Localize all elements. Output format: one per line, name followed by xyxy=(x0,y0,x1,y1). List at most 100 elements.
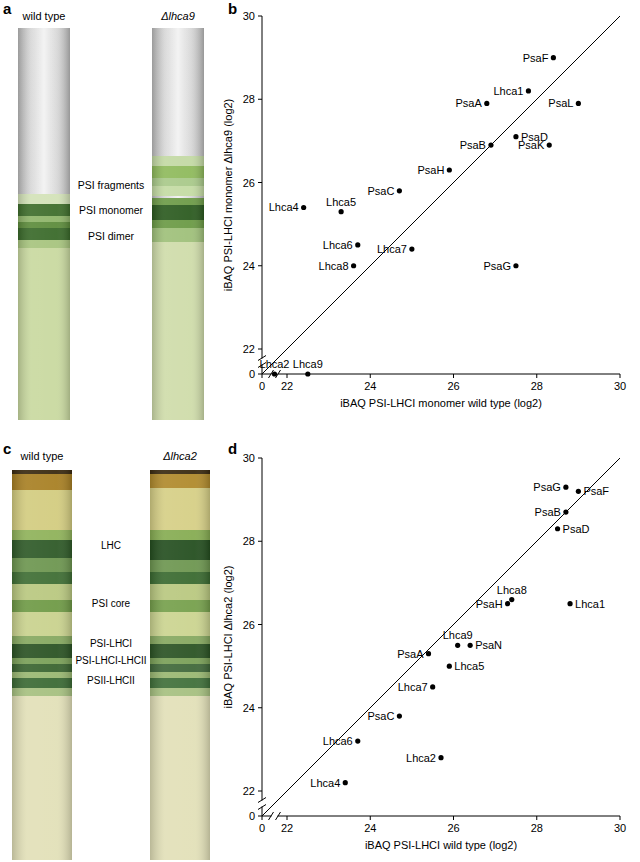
panel-letter: c xyxy=(3,440,11,457)
axis-break xyxy=(269,812,274,820)
data-point xyxy=(551,55,556,60)
data-point xyxy=(555,526,560,531)
y-tick-label: 30 xyxy=(243,10,255,22)
tube xyxy=(12,470,72,860)
y-axis-line xyxy=(262,807,263,817)
point-label: Lhca6 xyxy=(323,735,353,747)
y-axis-line xyxy=(262,16,263,359)
point-label: PsaA xyxy=(397,648,424,660)
y-tick-label: 28 xyxy=(243,535,255,547)
y-tick xyxy=(258,374,262,375)
y-tick xyxy=(258,182,262,183)
data-point xyxy=(301,205,306,210)
gel-lane xyxy=(12,470,72,860)
lane-label: wild type xyxy=(20,450,64,462)
identity-line xyxy=(262,458,620,816)
point-labels: PsaGPsaFPsaBPsaDLhca8PsaHLhca1Lhca9PsaNP… xyxy=(310,481,609,789)
point-label: PsaC xyxy=(367,710,394,722)
gel-lane xyxy=(150,470,210,860)
panel-letter: b xyxy=(228,0,237,17)
x-tick-label: 22 xyxy=(281,822,293,834)
x-tick xyxy=(287,374,288,378)
point-label: Lhca5 xyxy=(326,196,356,208)
point-label: PsaF xyxy=(523,52,549,64)
axes xyxy=(258,16,620,378)
y-tick-label: 26 xyxy=(243,177,255,189)
point-label: Lhca2 xyxy=(406,752,436,764)
band-label: PSII-LHCII xyxy=(87,675,135,686)
x-tick-label: 30 xyxy=(614,380,626,392)
gel-lane xyxy=(152,28,204,420)
point-label: PsaH xyxy=(476,598,503,610)
band-label: LHC xyxy=(101,540,121,551)
y-tick-label: 28 xyxy=(243,93,255,105)
y-tick-label: 0 xyxy=(249,368,255,380)
y-tick xyxy=(258,816,262,817)
data-point xyxy=(272,371,277,376)
data-point xyxy=(409,247,414,252)
point-label: PsaC xyxy=(367,185,394,197)
data-point xyxy=(505,601,510,606)
y-axis-title: iBAQ PSI-LHCI Δlhca2 (log2) xyxy=(222,565,234,708)
y-tick xyxy=(258,707,262,708)
point-label: PsaB xyxy=(460,139,486,151)
y-tick xyxy=(258,624,262,625)
x-tick xyxy=(453,374,454,378)
y-tick-label: 22 xyxy=(243,343,255,355)
point-label: PsaB xyxy=(535,506,561,518)
point-label: Lhca1 xyxy=(575,598,605,610)
point-label: Lhca7 xyxy=(398,681,428,693)
point-label: Lhca2 xyxy=(260,358,290,370)
x-axis-line xyxy=(262,816,272,817)
tube xyxy=(152,28,204,420)
y-tick-label: 26 xyxy=(243,619,255,631)
point-label: Lhca9 xyxy=(443,629,473,641)
band-label: PSI dimer xyxy=(88,230,135,242)
point-label: Lhca4 xyxy=(269,201,299,213)
point-label: PsaD xyxy=(563,523,590,535)
data-point xyxy=(567,601,572,606)
point-label: PsaA xyxy=(456,97,483,109)
axis-break xyxy=(258,805,266,810)
gel-lane xyxy=(18,28,70,420)
data-point xyxy=(351,263,356,268)
axis-break xyxy=(276,812,281,820)
data-point xyxy=(455,643,460,648)
x-axis-title: iBAQ PSI-LHCI monomer wild type (log2) xyxy=(340,397,542,409)
point-label: PsaG xyxy=(483,260,511,272)
data-point xyxy=(468,643,473,648)
data-point xyxy=(438,755,443,760)
tube-shading xyxy=(12,470,72,860)
tube-shading xyxy=(150,470,210,860)
tube-shading xyxy=(18,28,70,420)
lane-label: wild type xyxy=(22,10,66,22)
y-axis-line xyxy=(262,458,263,801)
point-label: Lhca9 xyxy=(293,358,323,370)
point-label: Lhca1 xyxy=(493,85,523,97)
data-point xyxy=(355,242,360,247)
point-label: Lhca5 xyxy=(454,660,484,672)
y-tick xyxy=(258,541,262,542)
lane-label: Δlhca2 xyxy=(162,450,197,462)
data-point xyxy=(513,263,518,268)
point-label: Lhca4 xyxy=(310,777,340,789)
y-tick-label: 30 xyxy=(243,452,255,464)
y-tick xyxy=(258,458,262,459)
plot-area xyxy=(262,458,620,816)
x-tick xyxy=(370,374,371,378)
data-point xyxy=(426,651,431,656)
x-tick-label: 0 xyxy=(259,822,265,834)
tube xyxy=(18,28,70,420)
tube xyxy=(150,470,210,860)
point-label: Lhca7 xyxy=(377,243,407,255)
point-label: Lhca8 xyxy=(497,584,527,596)
point-label: PsaK xyxy=(518,139,545,151)
data-point xyxy=(447,664,452,669)
x-tick-label: 28 xyxy=(531,380,543,392)
point-label: PsaL xyxy=(548,97,573,109)
tube-shading xyxy=(152,28,204,420)
x-tick-label: 24 xyxy=(364,822,376,834)
x-tick xyxy=(620,816,621,820)
x-tick-label: 0 xyxy=(259,380,265,392)
point-labels: PsaFLhca1PsaAPsaLPsaBPsaDPsaKPsaHPsaCLhc… xyxy=(260,52,574,370)
